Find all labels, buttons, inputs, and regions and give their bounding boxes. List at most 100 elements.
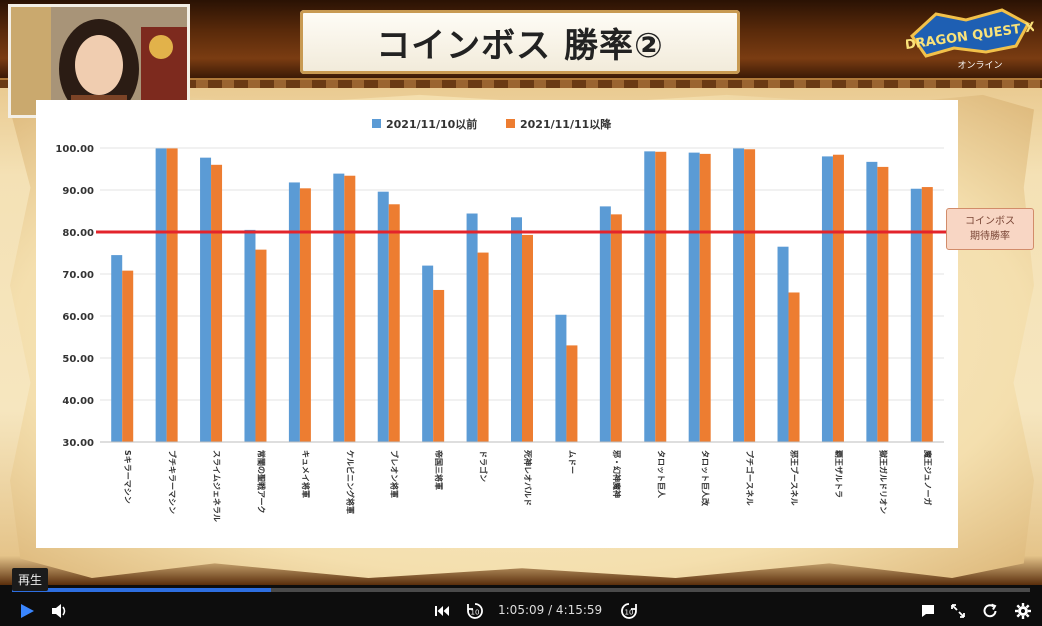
replay-10-icon: 10 [467,603,483,619]
fullscreen-button[interactable] [948,601,968,621]
bar [821,156,833,442]
reference-callout: コインボス 期待勝率 [946,208,1034,250]
bar [111,255,123,442]
bar [599,206,611,442]
y-tick-label: 100.00 [55,144,94,155]
x-category-label: プチゴースネル [745,450,755,506]
bar [211,164,223,443]
x-category-label: 邪・幻神魔神 [612,449,622,498]
bar [299,188,311,442]
chart-panel: 100.00 90.00 80.00 70.00 60.00 50.00 40.00 30.0… [36,100,958,548]
bar [877,166,889,442]
legend-label: 2021/11/10以前 [386,117,477,131]
bar [744,149,756,442]
x-category-label: ケルビニング将軍 [345,450,355,514]
x-category-label: スライムジェネラル [212,450,222,522]
bar [200,157,212,442]
x-category-label: 獄王ガルドリオン [878,449,888,514]
rewind-10-button[interactable]: 10 [464,601,486,621]
skip-previous-icon [435,606,449,616]
bar [244,229,256,442]
bar [333,173,345,442]
x-category-label: タロット巨人改 [701,450,711,507]
y-tick-label: 40.00 [62,396,94,407]
comment-button[interactable] [918,601,938,621]
bar [788,292,800,442]
bar [832,154,844,442]
previous-button[interactable] [432,601,452,621]
x-category-label: 常闇の聖戦アーク [256,450,266,514]
bar [388,204,400,442]
play-tooltip: 再生 [12,568,49,591]
settings-button[interactable] [1012,601,1034,621]
volume-button[interactable] [48,601,70,621]
x-category-label: 覇王ザルトラ [834,450,843,498]
bar [255,249,267,442]
dragon-quest-logo: DRAGON QUEST X オンライン [904,6,1036,78]
slide-title: コインボス 勝率② [376,26,664,66]
bar [699,153,711,442]
seek-bar[interactable] [12,588,1030,592]
bar [433,289,445,442]
reload-button[interactable] [980,601,1000,621]
bar [910,188,922,442]
fullscreen-icon [951,604,965,618]
legend-label: 2021/11/11以降 [520,117,612,131]
bar [688,152,700,442]
bar [555,314,567,442]
y-tick-label: 80.00 [62,228,94,239]
bar [866,161,878,443]
y-tick-label: 90.00 [62,186,94,197]
x-category-label: キュメイ将軍 [301,450,311,498]
y-tick-label: 30.00 [62,438,94,449]
bar [166,148,178,443]
bar-chart: 100.00 90.00 80.00 70.00 60.00 50.00 40.00 30.0… [55,117,958,522]
svg-text:10: 10 [625,609,634,617]
bar [610,214,622,442]
reload-icon [983,603,997,618]
bar [655,151,667,442]
bar [344,175,356,442]
bar [511,217,522,442]
play-icon [21,604,34,618]
webcam-overlay [8,4,190,118]
y-tick-label: 50.00 [62,354,94,365]
x-category-label: ブレオン将軍 [390,450,400,498]
comment-icon [922,605,934,617]
bar [566,345,578,442]
y-tick-label: 70.00 [62,270,94,281]
callout-line2: 期待勝率 [970,231,1010,242]
legend-swatch [372,119,381,128]
x-category-label: Sキラーマシン [123,450,132,504]
bar [155,148,167,443]
forward-10-button[interactable]: 10 [618,601,640,621]
callout-line1: コインボス [965,216,1015,227]
play-button[interactable] [16,601,38,621]
bar [288,182,300,442]
video-frame[interactable]: コインボス 勝率② DRAGON QUEST X オンライン 100.00 90.… [0,0,1042,585]
bar [477,252,489,442]
volume-icon [52,604,66,618]
title-plate [300,10,740,74]
bar [777,246,789,442]
x-category-label: 邪王ブースネル [790,449,800,506]
x-category-label: 魔王ジュノーガ [923,449,933,505]
gear-icon [1015,603,1031,619]
time-display: 1:05:09 / 4:15:59 [498,603,603,617]
x-category-label: 死神レオバルド [523,449,533,506]
streamer-avatar [11,7,187,115]
bar [921,187,933,442]
svg-text:オンライン: オンライン [957,60,1002,71]
svg-text:10: 10 [471,609,480,617]
bar [733,148,745,443]
seek-bar-progress [12,588,272,592]
bar [122,270,134,442]
y-tick-label: 60.00 [62,312,94,323]
x-category-label: ブチキラーマシン [168,450,178,514]
bar [422,265,434,442]
legend-swatch [506,119,515,128]
bar [466,213,478,442]
forward-10-icon: 10 [621,603,637,619]
x-category-label: 帝国三将軍 [434,450,444,490]
x-category-label: タロット巨人 [656,450,666,499]
